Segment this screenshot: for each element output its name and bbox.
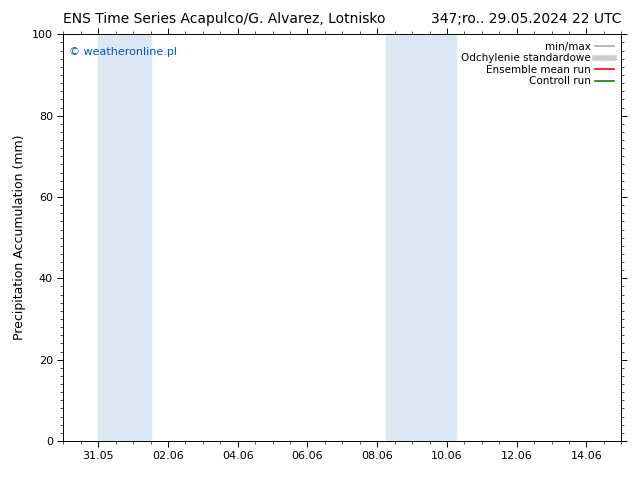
Text: 347;ro.. 29.05.2024 22 UTC: 347;ro.. 29.05.2024 22 UTC <box>431 12 621 26</box>
Text: © weatheronline.pl: © weatheronline.pl <box>69 47 177 56</box>
Bar <box>98 34 150 441</box>
Legend: min/max, Odchylenie standardowe, Ensemble mean run, Controll run: min/max, Odchylenie standardowe, Ensembl… <box>457 37 618 91</box>
Bar <box>386 34 456 441</box>
Text: ENS Time Series Acapulco/G. Alvarez, Lotnisko: ENS Time Series Acapulco/G. Alvarez, Lot… <box>63 12 386 26</box>
Y-axis label: Precipitation Accumulation (mm): Precipitation Accumulation (mm) <box>13 135 27 341</box>
